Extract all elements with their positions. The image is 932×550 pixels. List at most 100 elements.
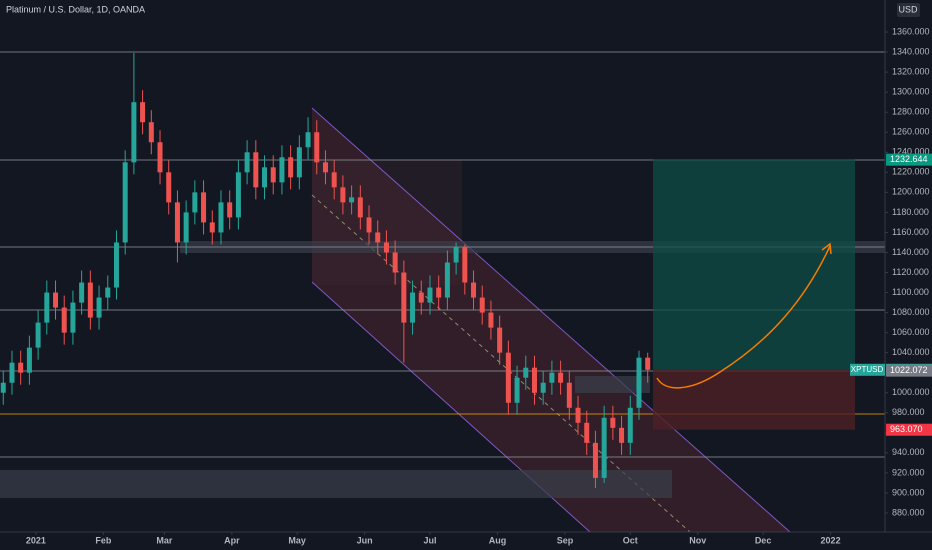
candle-body — [531, 367, 537, 393]
target-zone — [653, 159, 855, 370]
candle-body — [566, 382, 572, 408]
candle-body — [471, 282, 477, 298]
candle-body — [26, 347, 32, 373]
candle-body — [427, 287, 433, 303]
y-tick-label: 1160.000 — [892, 227, 929, 237]
axis-labels: 880.000900.000920.000940.000960.000980.0… — [26, 26, 932, 545]
candle-body — [35, 322, 41, 348]
candle-body — [558, 372, 564, 383]
x-tick-label: Apr — [224, 535, 240, 545]
candle-body — [288, 157, 294, 178]
price-label-bg — [886, 153, 932, 166]
candle-body — [157, 142, 163, 173]
candle-body — [462, 247, 468, 283]
price-label: 1232.644 — [890, 154, 928, 164]
candle-body — [322, 162, 328, 173]
candle-body — [174, 202, 180, 243]
candle-body — [279, 157, 285, 183]
candle-body — [331, 172, 337, 188]
x-tick-label: Sep — [557, 535, 574, 545]
candle-body — [410, 292, 416, 323]
y-tick-label: 1220.000 — [892, 167, 930, 177]
candle-body — [627, 407, 633, 443]
y-tick-label: 1080.000 — [892, 307, 930, 317]
y-tick-label: 1100.000 — [892, 287, 929, 297]
stop-zone — [653, 369, 855, 430]
x-tick-label: 2021 — [26, 535, 46, 545]
price-label: 963.070 — [890, 424, 923, 434]
candle-body — [209, 222, 215, 233]
x-tick-label: Dec — [755, 535, 772, 545]
candle-body — [87, 282, 93, 318]
y-tick-label: 1180.000 — [892, 207, 929, 217]
candle-body — [44, 292, 50, 323]
candle-body — [262, 167, 268, 188]
x-tick-label: Nov — [689, 535, 706, 545]
candle-body — [122, 162, 128, 243]
candle-body — [227, 202, 233, 218]
candle-body — [375, 232, 381, 243]
candle-body — [436, 287, 442, 298]
y-tick-label: 1060.000 — [892, 327, 930, 337]
y-tick-label: 1340.000 — [892, 46, 930, 56]
candle-body — [444, 262, 450, 298]
candle-body — [235, 172, 241, 218]
symbol-tag: XPTUSD — [851, 365, 884, 374]
symbol-tag-bg — [850, 363, 885, 376]
x-tick-label: 2022 — [821, 535, 841, 545]
candle-body — [619, 427, 625, 443]
candle-body — [479, 297, 485, 313]
price-label-bg — [886, 423, 932, 436]
y-tick-label: 1120.000 — [892, 267, 929, 277]
candle-body — [113, 242, 119, 288]
y-tick-label: 1260.000 — [892, 127, 930, 137]
candle-body — [18, 362, 24, 373]
position — [653, 159, 855, 430]
candle-body — [636, 357, 642, 408]
y-tick-label: 1320.000 — [892, 67, 930, 77]
x-tick-label: Oct — [623, 535, 638, 545]
candle-body — [575, 407, 581, 423]
candle-body — [131, 102, 137, 163]
y-tick-label: 900.000 — [892, 487, 925, 497]
x-tick-label: Aug — [489, 535, 507, 545]
candle-body — [523, 367, 529, 378]
candle-body — [166, 172, 172, 203]
candle-body — [183, 212, 189, 243]
candle-body — [140, 102, 146, 123]
candle-body — [601, 417, 607, 478]
candle-body — [453, 247, 459, 263]
candle-body — [497, 327, 503, 353]
price-label: 1022.072 — [890, 365, 928, 375]
projection-arrow — [656, 245, 831, 389]
candle-body — [549, 372, 555, 383]
candle-body — [505, 352, 511, 403]
currency-badge — [897, 3, 920, 17]
candle-body — [192, 192, 198, 213]
y-tick-label: 1360.000 — [892, 26, 930, 36]
currency: USD — [898, 4, 918, 14]
x-tick-label: Feb — [95, 535, 112, 545]
candle-body — [392, 252, 398, 273]
candle-body — [305, 132, 311, 148]
zone — [575, 376, 650, 393]
candle-body — [366, 217, 372, 233]
candle-body — [584, 422, 590, 443]
candle-body — [105, 287, 111, 298]
candle-body — [340, 187, 346, 203]
candle-body — [201, 192, 207, 223]
zone — [0, 470, 672, 498]
candle-body — [401, 272, 407, 323]
y-tick-label: 1040.000 — [892, 347, 930, 357]
y-tick-label: 880.000 — [892, 507, 925, 517]
candle-body — [270, 167, 276, 183]
candle-body — [540, 382, 546, 393]
price-axis — [885, 0, 932, 550]
y-tick-label: 1240.000 — [892, 147, 930, 157]
candle-body — [592, 442, 598, 478]
y-tick-label: 920.000 — [892, 467, 925, 477]
price-label-bg — [886, 364, 932, 377]
channel-zone — [312, 160, 462, 285]
candle-body — [70, 302, 76, 333]
